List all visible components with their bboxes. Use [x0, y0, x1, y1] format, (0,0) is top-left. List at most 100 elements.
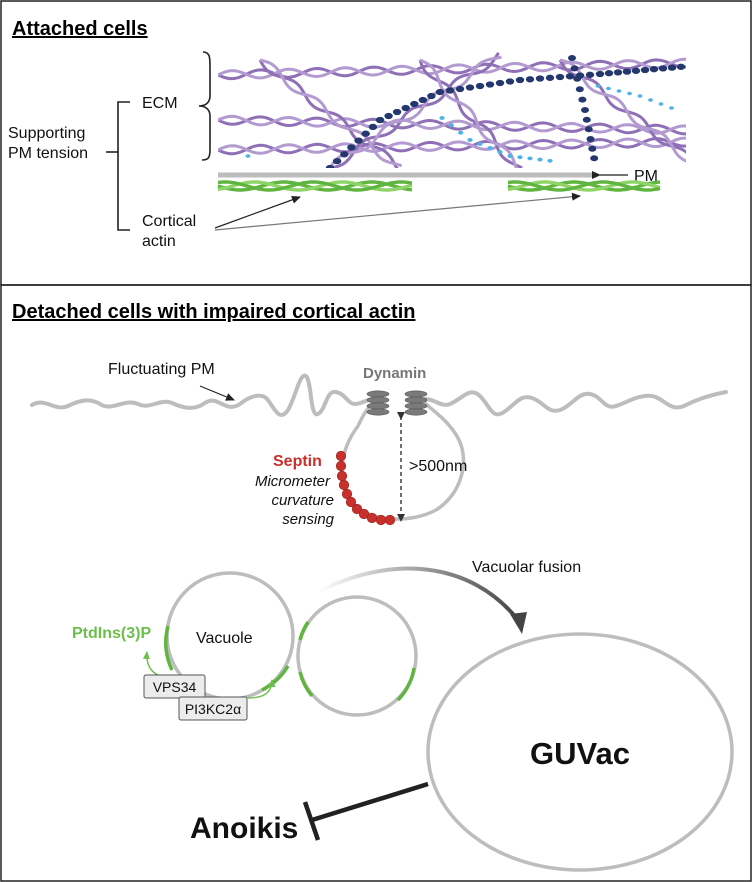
pi3kc2a-box	[178, 696, 248, 721]
dynamin-subunit	[366, 390, 390, 398]
fibronectin-bead	[640, 66, 650, 74]
fibronectin-bead	[581, 107, 589, 113]
fibronectin-bead	[570, 65, 579, 72]
septin-bead	[358, 508, 370, 520]
fibronectin-bead	[435, 88, 445, 96]
light-blue-bead	[439, 116, 445, 120]
fibronectin-bead	[445, 87, 455, 94]
vps34-box	[143, 674, 206, 699]
detached-panel-border	[0, 284, 752, 882]
distance-label: >500nm	[409, 458, 467, 475]
vacuole-label: Vacuole	[196, 630, 253, 647]
pm-label: PM	[634, 168, 658, 185]
fibronectin-bead	[573, 75, 582, 82]
actin-filament	[217, 180, 413, 192]
fibronectin-bead	[565, 73, 575, 80]
light-blue-bead	[547, 158, 553, 163]
septin-beads	[335, 450, 396, 526]
light-blue-bead	[517, 155, 523, 160]
fibronectin-bead	[585, 71, 595, 78]
fibronectin-bead	[555, 73, 565, 81]
fibronectin-bead	[535, 75, 545, 82]
fibronectin-bead	[455, 85, 465, 93]
vps34-label: VPS34	[153, 679, 197, 695]
light-blue-bead	[595, 84, 601, 88]
inhibition-line	[311, 781, 429, 823]
fibronectin-bead	[427, 92, 436, 100]
vacuole-2-patch-a	[298, 621, 310, 641]
light-blue-bead	[527, 156, 533, 161]
fibronectin-bead	[545, 74, 555, 81]
fibronectin-bead	[667, 64, 677, 71]
dynamin-subunit	[404, 402, 428, 410]
fibronectin-bead	[582, 116, 591, 123]
fibronectin-bead	[401, 104, 410, 112]
septin-bead	[384, 514, 396, 526]
fibronectin-bead	[392, 108, 402, 116]
pi3kc2a-arrow	[247, 679, 276, 699]
dynamin-subunit	[366, 396, 390, 404]
fibronectin-bead	[631, 67, 641, 74]
light-blue-fragments	[245, 84, 674, 163]
collagen-strand	[419, 58, 518, 168]
fibronectin-bead	[586, 136, 595, 142]
vacuolar-fusion-label: Vacuolar fusion	[472, 559, 581, 576]
fibronectin-bead	[595, 70, 605, 78]
fibronectin-bead	[384, 112, 393, 120]
septin-label: Septin	[273, 453, 322, 470]
cortical-actin-arrow-right	[214, 192, 581, 231]
vacuole-1-ptdins-patch-right	[261, 665, 290, 692]
light-blue-bead	[627, 91, 632, 96]
dynamin-subunit	[366, 408, 390, 416]
fibronectin-fibers	[325, 55, 686, 168]
dynamin-subunit	[366, 402, 390, 410]
fibronectin-bead	[340, 151, 349, 158]
cortical-actin-arrow-left	[214, 195, 301, 229]
vacuole-2	[296, 595, 418, 717]
fibronectin-bead	[325, 164, 335, 168]
septin-bead	[345, 496, 357, 508]
fibronectin-bead	[332, 157, 342, 165]
vacuole-1-ptdins-patch-left	[164, 625, 174, 671]
light-blue-bead	[507, 154, 513, 158]
fibronectin-bead	[604, 70, 614, 77]
fluctuating-pm-arrow	[199, 385, 235, 401]
fibronectin-bead	[368, 123, 378, 131]
supporting-label-line2: PM tension	[8, 145, 88, 162]
fibronectin-bead	[590, 155, 599, 162]
fibronectin-bead	[622, 68, 632, 75]
cortical-actin-bundle-right	[507, 180, 661, 192]
fluctuating-pm-label: Fluctuating PM	[108, 361, 215, 378]
collagen-strand	[259, 58, 403, 168]
fibronectin-bead	[588, 145, 597, 152]
ecm-brace	[198, 51, 211, 161]
micrometer-label-line1: Micrometer	[255, 473, 331, 490]
vacuole-2-patch-b	[298, 671, 314, 698]
septin-bead	[351, 503, 363, 515]
cortical-label-line1: Cortical	[142, 213, 196, 230]
fibronectin-bead	[578, 96, 587, 103]
vacuolar-fusion-arrowhead	[510, 612, 527, 634]
light-blue-bead	[477, 142, 483, 146]
fibronectin-bead	[354, 137, 363, 144]
light-blue-bead	[537, 157, 543, 162]
fibronectin-bead	[515, 76, 525, 84]
septin-bead	[375, 514, 387, 526]
fibronectin-bead	[613, 69, 623, 76]
vacuole-2-patch-c	[396, 667, 416, 702]
fibronectin-bead	[525, 76, 535, 83]
light-blue-bead	[658, 102, 664, 106]
dynamin-label: Dynamin	[363, 365, 426, 382]
septin-bead	[335, 460, 347, 472]
dynamin-ring	[366, 390, 428, 416]
fibronectin-bead	[495, 79, 505, 87]
fibronectin-bead	[676, 63, 686, 70]
dynamin-subunit	[404, 396, 428, 404]
light-blue-bead	[467, 138, 473, 142]
light-blue-bead	[487, 146, 493, 150]
micrometer-label-line2: curvature	[271, 492, 334, 509]
supporting-label-line1: Supporting	[8, 125, 85, 142]
light-blue-bead	[245, 154, 251, 158]
fibronectin-bead	[361, 130, 370, 137]
